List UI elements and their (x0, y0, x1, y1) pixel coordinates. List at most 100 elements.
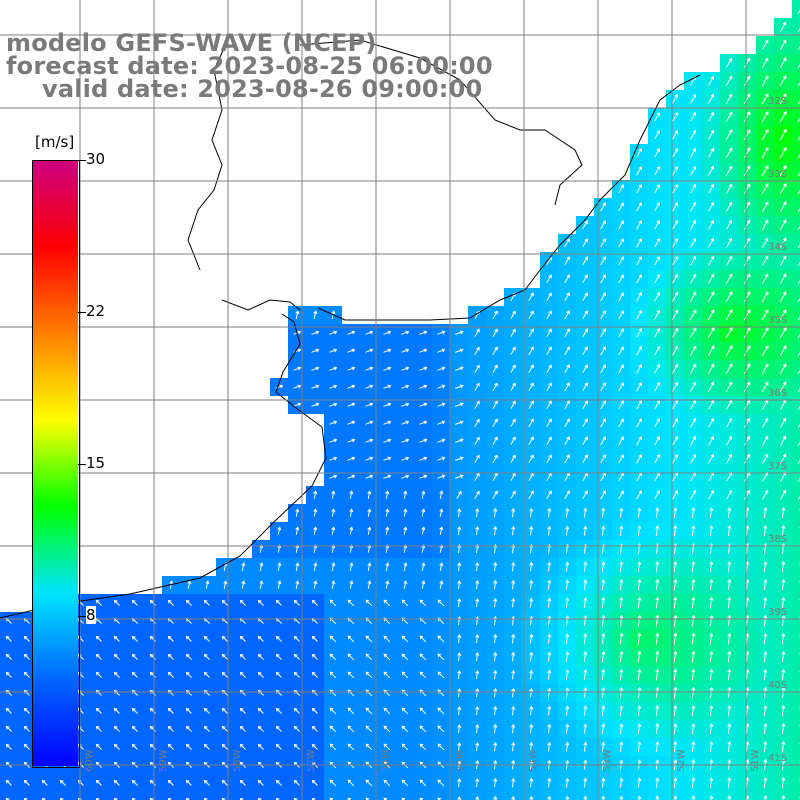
wind-arrow (347, 384, 356, 389)
wind-arrow (565, 741, 570, 752)
wind-arrow (763, 794, 768, 800)
wind-arrow (167, 635, 174, 642)
wind-arrow (619, 668, 624, 681)
wind-arrow (510, 400, 516, 409)
wind-arrow (293, 725, 300, 732)
wind-arrow (672, 93, 679, 104)
wind-arrow (475, 597, 480, 608)
wind-arrow (275, 707, 282, 714)
wind-arrow (293, 599, 300, 606)
wind-arrow (689, 309, 697, 320)
wind-arrow (601, 705, 606, 716)
wind-arrow (601, 795, 606, 800)
wind-arrow (690, 417, 697, 428)
wind-arrow (313, 580, 318, 590)
wind-arrow (564, 328, 570, 338)
wind-arrow (528, 418, 534, 428)
wind-arrow (727, 614, 732, 627)
wind-arrow (23, 797, 28, 800)
wind-arrow (493, 579, 498, 590)
lat-label: 35S (768, 315, 787, 326)
wind-arrow (582, 436, 588, 446)
wind-arrow (797, 45, 800, 50)
wind-arrow (601, 668, 606, 681)
wind-arrow (313, 526, 318, 535)
wind-arrow (257, 797, 262, 800)
wind-arrow (421, 544, 426, 553)
wind-arrow (707, 363, 715, 374)
wind-arrow (275, 743, 282, 750)
wind-arrow (618, 256, 624, 266)
wind-arrow (419, 456, 428, 461)
wind-arrow (149, 725, 156, 732)
wind-arrow (689, 273, 697, 284)
wind-arrow (582, 238, 588, 248)
wind-arrow (203, 743, 210, 750)
wind-cell (792, 450, 800, 468)
wind-arrow (329, 330, 338, 335)
wind-arrow (708, 237, 715, 248)
wind-arrow (277, 580, 282, 590)
wind-arrow (221, 671, 228, 678)
wind-arrow (492, 490, 498, 499)
wind-arrow (707, 129, 715, 140)
wind-arrow (293, 635, 300, 642)
wind-arrow (781, 704, 786, 717)
wind-arrow (707, 255, 715, 266)
wind-arrow (277, 526, 282, 535)
wind-arrow (582, 490, 588, 500)
wind-arrow (743, 201, 751, 212)
wind-arrow (203, 797, 208, 800)
wind-arrow (511, 669, 516, 680)
wind-arrow (654, 274, 661, 284)
wind-arrow (636, 166, 642, 176)
wind-arrow (419, 438, 428, 443)
wind-arrow (654, 345, 661, 356)
wind-arrow (654, 454, 660, 464)
wind-arrow (727, 795, 732, 800)
wind-arrow (601, 525, 606, 536)
lat-label: 40S (768, 680, 787, 691)
wind-arrow (475, 525, 480, 536)
wind-arrow (618, 490, 624, 500)
wind-arrow (439, 580, 444, 590)
wind-arrow (403, 580, 408, 590)
wind-arrow (365, 366, 374, 371)
wind-arrow (475, 579, 480, 590)
wind-arrow (185, 707, 192, 714)
wind-arrow (671, 345, 679, 356)
wind-arrow (311, 348, 320, 353)
wind-arrow (492, 328, 498, 337)
wind-cell (792, 270, 800, 288)
wind-arrow (547, 705, 552, 716)
wind-cell (792, 576, 800, 594)
wind-arrow (295, 562, 300, 572)
wind-arrow (167, 653, 174, 660)
wind-arrow (779, 39, 787, 50)
wind-arrow (205, 580, 210, 590)
wind-cell (792, 108, 800, 126)
wind-arrow (763, 560, 768, 573)
wind-arrow (761, 93, 769, 105)
wind-arrow (781, 668, 786, 681)
wind-arrow (690, 453, 697, 464)
wind-arrow (672, 435, 679, 446)
wind-arrow (763, 632, 768, 645)
wind-cell (450, 792, 468, 800)
wind-arrow (401, 456, 410, 461)
wind-cell (144, 792, 162, 800)
wind-arrow (492, 310, 498, 319)
lon-label: 56W (380, 749, 391, 772)
wind-arrow (493, 633, 498, 644)
wind-arrow (672, 111, 679, 122)
wind-arrow (401, 474, 410, 479)
wind-arrow (781, 686, 786, 699)
wind-arrow (437, 725, 445, 733)
wind-arrow (655, 596, 660, 609)
wind-arrow (727, 578, 732, 591)
wind-arrow (583, 741, 588, 752)
wind-arrow (583, 579, 588, 590)
wind-arrow (295, 580, 300, 590)
wind-cell (378, 792, 396, 800)
wind-arrow (347, 456, 356, 461)
